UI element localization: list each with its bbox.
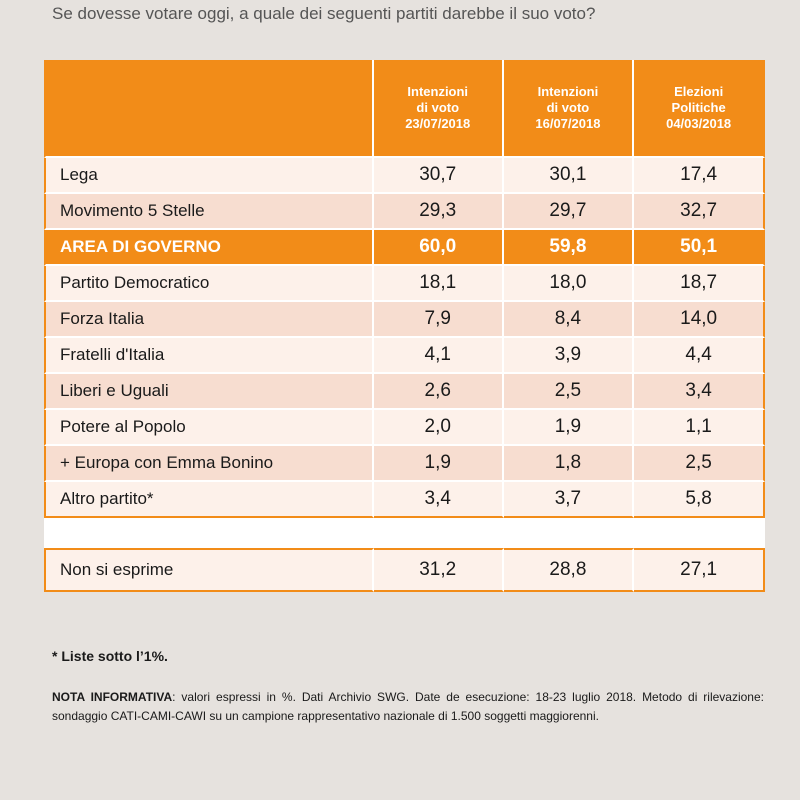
non-si-esprime-value-col-1: 31,2 xyxy=(373,548,504,592)
value-cell-col-1: 4,1 xyxy=(373,338,504,374)
party-label: Partito Democratico xyxy=(44,266,374,302)
value-cell-col-2: 18,0 xyxy=(503,266,635,302)
spacer-cell xyxy=(373,518,504,548)
header-col-1-line2: di voto xyxy=(416,100,460,115)
value-cell-col-3: 14,0 xyxy=(634,302,765,338)
value-cell-col-2: 2,5 xyxy=(503,374,635,410)
table-row: + Europa con Emma Bonino 1,9 1,8 2,5 xyxy=(44,446,765,482)
value-cell-col-1: 1,9 xyxy=(373,446,504,482)
value-cell-col-3: 2,5 xyxy=(634,446,765,482)
header-col-2-line3: 16/07/2018 xyxy=(535,116,601,131)
table-row: Potere al Popolo 2,0 1,9 1,1 xyxy=(44,410,765,446)
header-col-2-line1: Intenzioni xyxy=(537,84,599,99)
value-cell-col-3: 5,8 xyxy=(634,482,765,518)
value-cell-col-3: 4,4 xyxy=(634,338,765,374)
party-label: Fratelli d'Italia xyxy=(44,338,374,374)
table-row: AREA DI GOVERNO 60,0 59,8 50,1 xyxy=(44,230,765,266)
value-cell-col-1: 60,0 xyxy=(373,230,504,266)
header-col-3-line3: 04/03/2018 xyxy=(666,116,732,131)
table-row: Movimento 5 Stelle 29,3 29,7 32,7 xyxy=(44,194,765,230)
header-col-3-line2: Politiche xyxy=(671,100,726,115)
survey-question: Se dovesse votare oggi, a quale dei segu… xyxy=(52,4,596,23)
non-si-esprime-value-col-2: 28,8 xyxy=(503,548,635,592)
party-label: Altro partito* xyxy=(44,482,374,518)
non-si-esprime-label: Non si esprime xyxy=(44,548,374,592)
non-si-esprime-row: Non si esprime 31,2 28,8 27,1 xyxy=(44,548,765,592)
value-cell-col-2: 30,1 xyxy=(503,158,635,194)
header-col-2: Intenzioni di voto 16/07/2018 xyxy=(503,60,635,158)
value-cell-col-1: 2,0 xyxy=(373,410,504,446)
value-cell-col-3: 50,1 xyxy=(634,230,765,266)
party-label: Lega xyxy=(44,158,374,194)
table-header-row: Intenzioni di voto 23/07/2018 Intenzioni… xyxy=(44,60,765,158)
value-cell-col-1: 3,4 xyxy=(373,482,504,518)
party-label: Potere al Popolo xyxy=(44,410,374,446)
value-cell-col-1: 18,1 xyxy=(373,266,504,302)
header-col-2-line2: di voto xyxy=(546,100,590,115)
results-table: Intenzioni di voto 23/07/2018 Intenzioni… xyxy=(44,60,765,592)
party-label: + Europa con Emma Bonino xyxy=(44,446,374,482)
value-cell-col-1: 2,6 xyxy=(373,374,504,410)
party-label: Liberi e Uguali xyxy=(44,374,374,410)
value-cell-col-2: 59,8 xyxy=(503,230,635,266)
value-cell-col-1: 7,9 xyxy=(373,302,504,338)
value-cell-col-2: 3,9 xyxy=(503,338,635,374)
value-cell-col-1: 30,7 xyxy=(373,158,504,194)
table-row: Fratelli d'Italia 4,1 3,9 4,4 xyxy=(44,338,765,374)
header-col-1-line3: 23/07/2018 xyxy=(405,116,471,131)
party-label: AREA DI GOVERNO xyxy=(44,230,374,266)
value-cell-col-3: 3,4 xyxy=(634,374,765,410)
value-cell-col-2: 1,9 xyxy=(503,410,635,446)
table-row: Lega 30,7 30,1 17,4 xyxy=(44,158,765,194)
nota-text: : valori espressi in %. Dati Archivio SW… xyxy=(52,690,764,723)
value-cell-col-3: 1,1 xyxy=(634,410,765,446)
nota-label: NOTA INFORMATIVA xyxy=(52,690,173,704)
table-row: Forza Italia 7,9 8,4 14,0 xyxy=(44,302,765,338)
value-cell-col-2: 3,7 xyxy=(503,482,635,518)
non-si-esprime-value-col-3: 27,1 xyxy=(634,548,765,592)
value-cell-col-1: 29,3 xyxy=(373,194,504,230)
table-row: Altro partito* 3,4 3,7 5,8 xyxy=(44,482,765,518)
table-row: Liberi e Uguali 2,6 2,5 3,4 xyxy=(44,374,765,410)
spacer-cell xyxy=(503,518,635,548)
spacer-cell xyxy=(44,518,374,548)
header-col-1-line1: Intenzioni xyxy=(407,84,469,99)
value-cell-col-2: 29,7 xyxy=(503,194,635,230)
party-label: Forza Italia xyxy=(44,302,374,338)
header-col-3: Elezioni Politiche 04/03/2018 xyxy=(634,60,765,158)
value-cell-col-3: 17,4 xyxy=(634,158,765,194)
header-empty-cell xyxy=(44,60,374,158)
value-cell-col-3: 18,7 xyxy=(634,266,765,302)
header-col-1: Intenzioni di voto 23/07/2018 xyxy=(373,60,504,158)
footnote: * Liste sotto l’1%. xyxy=(52,648,168,664)
table-spacer xyxy=(44,518,765,548)
nota-informativa: NOTA INFORMATIVA: valori espressi in %. … xyxy=(52,688,764,726)
value-cell-col-3: 32,7 xyxy=(634,194,765,230)
table-row: Partito Democratico 18,1 18,0 18,7 xyxy=(44,266,765,302)
spacer-cell xyxy=(634,518,765,548)
party-label: Movimento 5 Stelle xyxy=(44,194,374,230)
header-col-3-line1: Elezioni xyxy=(674,84,724,99)
table-body: Lega 30,7 30,1 17,4 Movimento 5 Stelle 29,3 29… xyxy=(44,158,765,592)
value-cell-col-2: 8,4 xyxy=(503,302,635,338)
value-cell-col-2: 1,8 xyxy=(503,446,635,482)
